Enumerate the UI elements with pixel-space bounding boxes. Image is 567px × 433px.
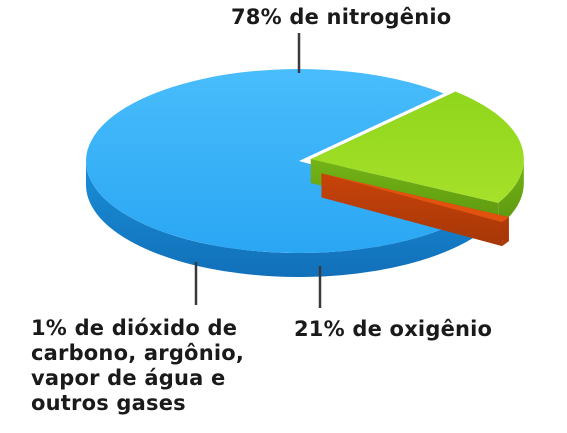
slice-label-other-line-2: carbono, argônio, (31, 341, 245, 365)
slice-other-gases (321, 173, 509, 247)
slice-label-other-line-4: outros gases (31, 391, 186, 415)
slice-oxygen-top (310, 91, 524, 203)
slice-other-gases-cut (321, 173, 503, 247)
slice-label-oxygen: 21% de oxigênio (294, 317, 493, 341)
slice-other-gases-top (321, 173, 509, 223)
slice-nitrogen-side (86, 161, 480, 278)
slice-label-other-line-1: 1% de dióxido de (31, 316, 238, 340)
slice-oxygen-side (498, 159, 524, 227)
slice-label-other-gases: 1% de dióxido de carbono, argônio, vapor… (31, 316, 244, 416)
slice-label-other-line-3: vapor de água e (31, 366, 226, 390)
slice-label-nitrogen: 78% de nitrogênio (231, 5, 452, 29)
